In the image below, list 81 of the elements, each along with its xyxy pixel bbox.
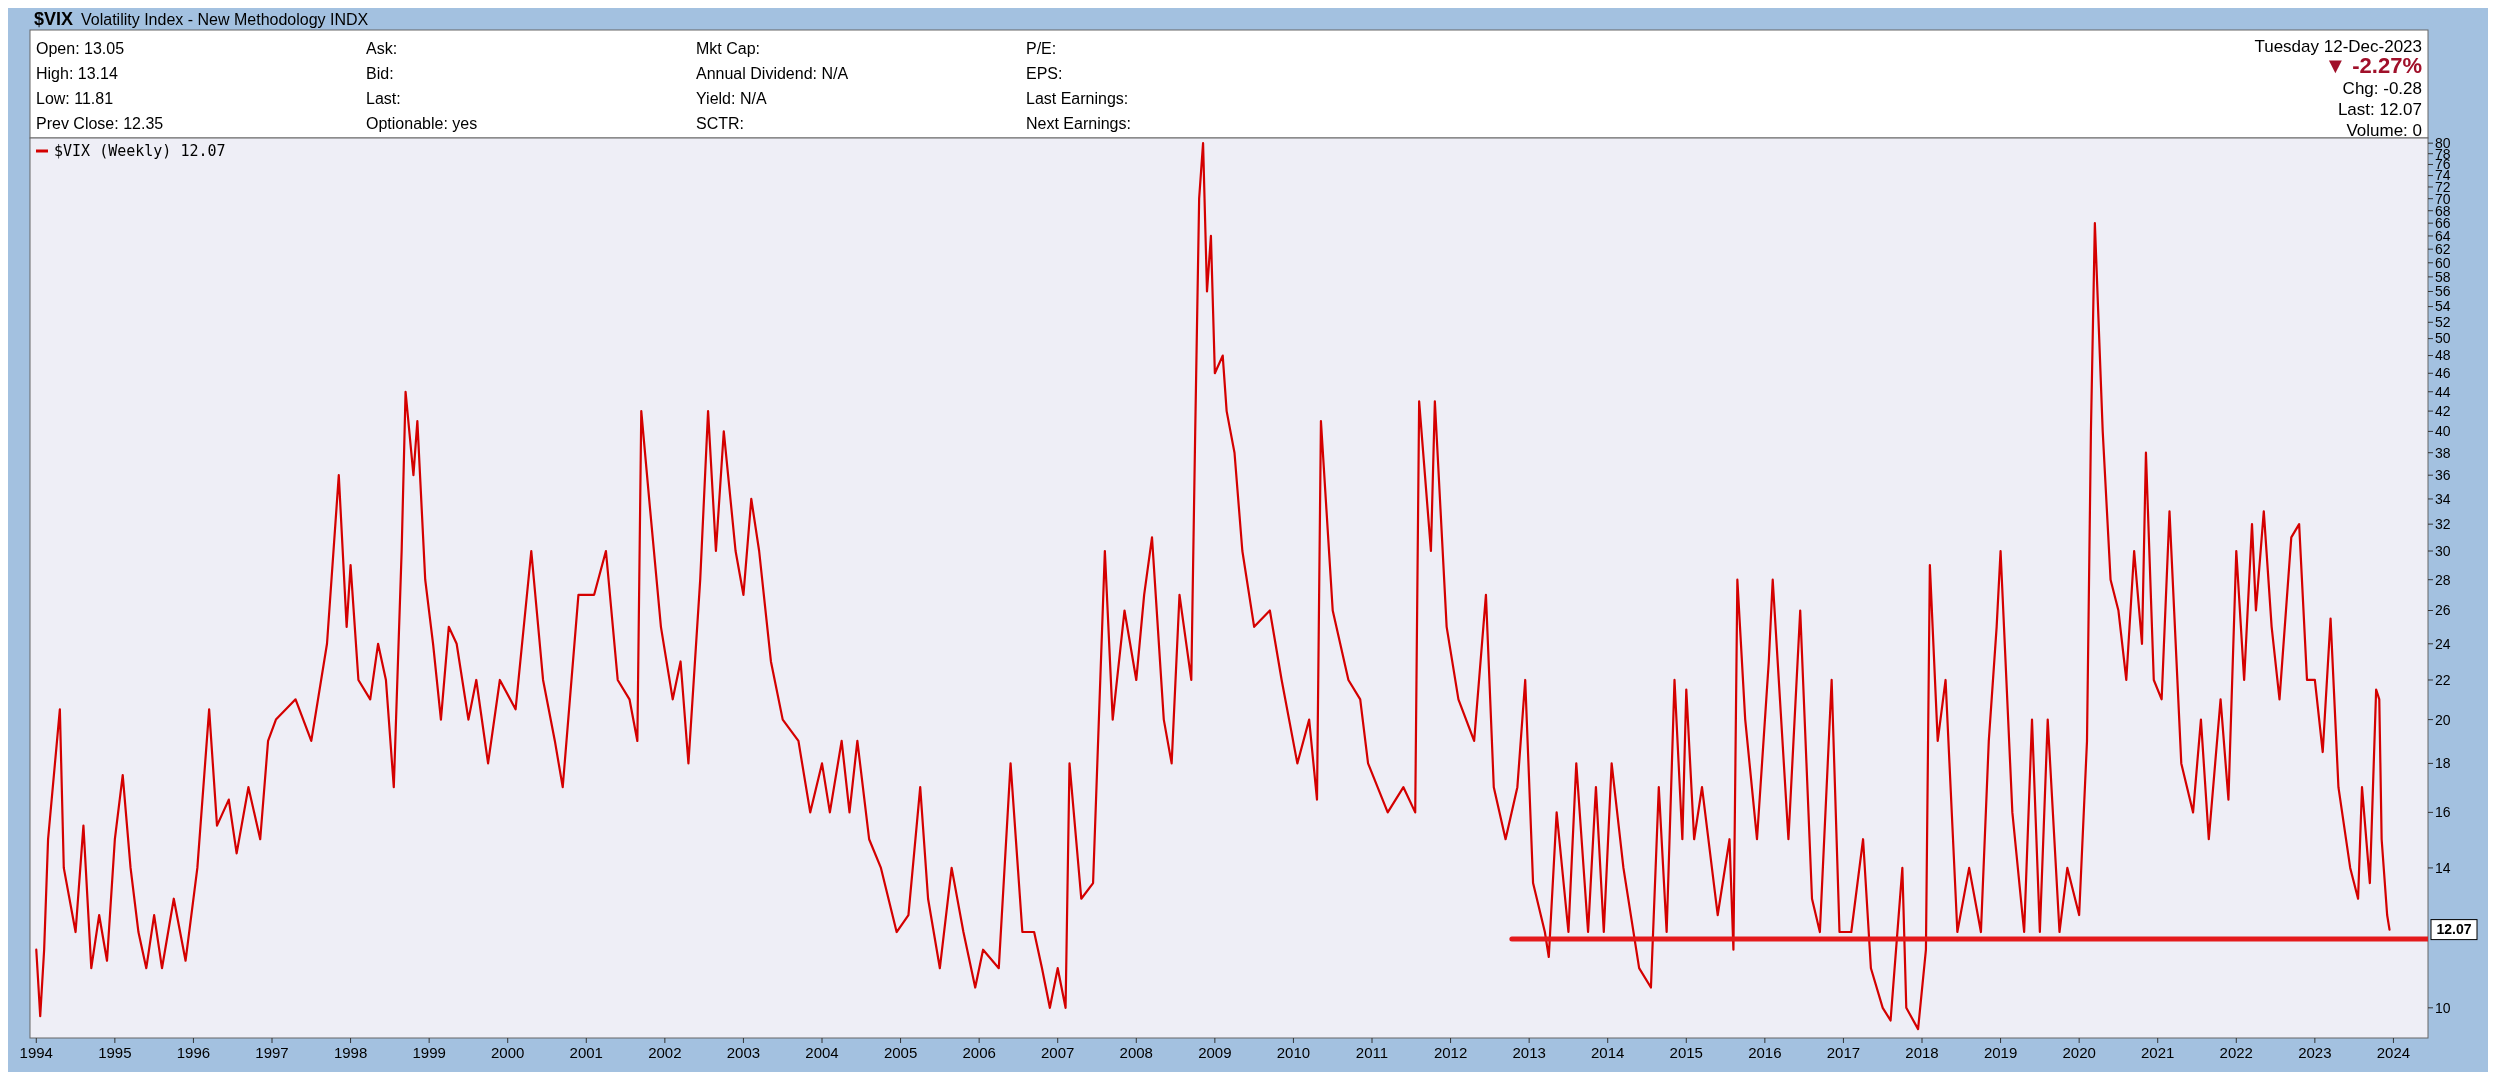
text: Tuesday 12-Dec-2023: [2254, 37, 2422, 56]
x-tick-label: 1996: [176, 1044, 211, 1061]
text: Last Earnings:: [1026, 90, 1129, 107]
text: P/E:: [1026, 40, 1057, 57]
x-tick-label: 2017: [1826, 1044, 1861, 1061]
x-tick-label: 2002: [648, 1044, 682, 1061]
y-tick-label: 40: [2435, 423, 2451, 440]
y-tick-label: 38: [2435, 444, 2451, 461]
x-tick-label: 2011: [1355, 1044, 1389, 1061]
y-tick-label: 36: [2435, 467, 2451, 484]
legend-label: $VIX (Weekly) 12.07: [54, 142, 226, 160]
x-tick-label: 2014: [1591, 1044, 1625, 1061]
y-tick-label: 16: [2435, 804, 2451, 821]
text: Annual Dividend: N/A: [696, 65, 849, 82]
y-tick-label: 54: [2435, 298, 2451, 315]
y-tick-label: 32: [2435, 516, 2451, 533]
x-tick-label: 1998: [333, 1044, 368, 1061]
x-tick-label: 1995: [98, 1044, 132, 1061]
x-tick-label: 2000: [491, 1044, 525, 1061]
y-tick-label: 52: [2435, 314, 2451, 331]
x-tick-label: 2001: [569, 1044, 603, 1061]
text: Yield: N/A: [696, 90, 767, 107]
y-tick-label: 14: [2435, 859, 2451, 876]
x-tick-label: 2005: [883, 1044, 918, 1061]
text: Open: 13.05: [36, 40, 125, 57]
text: EPS:: [1026, 65, 1063, 82]
y-tick-label: 18: [2435, 755, 2451, 772]
text: Last: 12.07: [2337, 100, 2422, 119]
x-tick-label: 2007: [1041, 1044, 1075, 1061]
y-tick-label: 10: [2435, 999, 2451, 1016]
text: 12.07: [2436, 921, 2472, 938]
x-tick-label: 2022: [2219, 1044, 2253, 1061]
x-tick-label: 2021: [2141, 1044, 2175, 1061]
text: ▼ -2.27%: [2324, 53, 2422, 78]
x-tick-label: 2019: [1983, 1044, 2018, 1061]
text: Mkt Cap:: [696, 40, 761, 57]
x-tick-label: 2020: [2062, 1044, 2096, 1061]
y-tick-label: 28: [2435, 571, 2451, 588]
x-tick-label: 1994: [19, 1044, 53, 1061]
x-tick-label: 2006: [962, 1044, 996, 1061]
y-tick-label: 22: [2435, 671, 2451, 688]
y-tick-label: 26: [2435, 602, 2451, 619]
y-tick-label: 44: [2435, 383, 2451, 400]
text: Next Earnings:: [1026, 115, 1131, 132]
text: SCTR:: [696, 115, 744, 132]
x-tick-label: 2004: [805, 1044, 839, 1061]
y-tick-label: 24: [2435, 635, 2451, 652]
x-tick-label: 1997: [255, 1044, 289, 1061]
text: Prev Close: 12.35: [36, 115, 164, 132]
x-tick-label: 2010: [1276, 1044, 1311, 1061]
text: Optionable: yes: [366, 115, 478, 132]
text: Low: 11.81: [36, 90, 114, 107]
line-series: [35, 142, 2391, 1031]
x-tick-label: 2015: [1669, 1044, 1703, 1061]
text: Bid:: [366, 65, 394, 82]
chart-title: $VIX: [34, 9, 74, 29]
y-tick-label: 48: [2435, 347, 2451, 364]
annotation: Volume: 0: [2346, 121, 2422, 140]
y-tick-label: 50: [2435, 330, 2451, 347]
x-tick-label: 2024: [2376, 1044, 2411, 1061]
x-tick-label: 2008: [1119, 1044, 1153, 1061]
text: High: 13.14: [36, 65, 118, 82]
y-tick-label: 56: [2435, 283, 2451, 300]
y-tick-label: 46: [2435, 365, 2451, 382]
text: Chg: -0.28: [2342, 79, 2422, 98]
x-tick-label: 2013: [1512, 1044, 1546, 1061]
x-tick-label: 2016: [1748, 1044, 1782, 1061]
x-tick-label: 2009: [1198, 1044, 1232, 1061]
text: Last:: [366, 90, 401, 107]
chart-subtitle: Volatility Index - New Methodology INDX: [81, 11, 369, 28]
y-tick-label: 42: [2435, 403, 2451, 419]
y-tick-label: 30: [2435, 542, 2451, 559]
x-tick-label: 1999: [412, 1044, 446, 1061]
x-tick-label: 2003: [726, 1044, 761, 1061]
x-tick-label: 2012: [1433, 1044, 1468, 1061]
y-tick-label: 34: [2435, 490, 2451, 507]
y-tick-label: 20: [2435, 711, 2451, 728]
text: Ask:: [366, 40, 398, 57]
y-tick-label: 58: [2435, 268, 2451, 285]
x-tick-label: 2018: [1905, 1044, 1939, 1061]
x-tick-label: 2023: [2298, 1044, 2332, 1061]
